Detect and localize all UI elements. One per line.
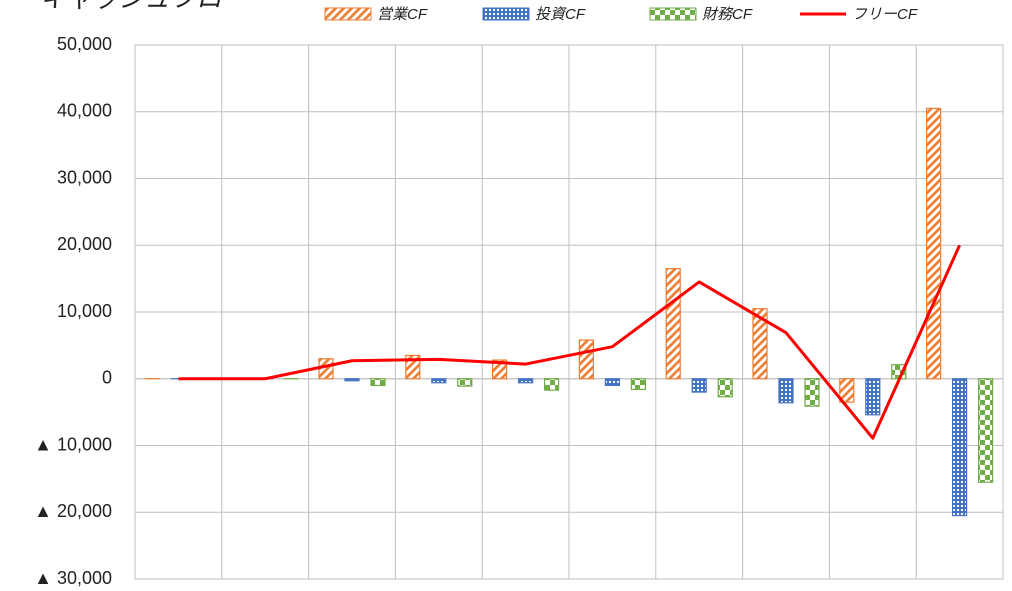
y-tick-label: 0 — [102, 368, 112, 388]
bar — [752, 308, 768, 380]
bar — [604, 378, 621, 387]
bar — [578, 339, 595, 380]
bar — [492, 359, 508, 380]
bar — [318, 358, 334, 380]
bar — [977, 378, 994, 483]
bar — [517, 378, 534, 384]
bar — [344, 378, 360, 382]
bar — [457, 378, 473, 387]
y-tick-label: 10,000 — [57, 301, 112, 321]
line — [178, 244, 961, 440]
bar — [865, 378, 881, 416]
bar — [951, 378, 968, 517]
chart-title: キャッシュフロー — [40, 0, 249, 13]
legend-swatch — [649, 7, 697, 21]
legend-label: 投資CF — [535, 6, 586, 23]
legend-swatch — [482, 7, 530, 21]
y-tick-label: 30,000 — [57, 167, 112, 187]
bar — [717, 378, 733, 398]
y-tick-label: 20,000 — [57, 234, 112, 254]
y-tick-label: 40,000 — [57, 101, 112, 121]
bar — [543, 378, 560, 391]
legend-label: 財務CF — [702, 6, 753, 23]
y-tick-label: ▲ 30,000 — [34, 568, 112, 588]
y-tick-label: ▲ 20,000 — [34, 501, 112, 521]
bar — [691, 378, 707, 393]
bar — [431, 378, 447, 384]
bar — [804, 378, 820, 407]
legend-swatch — [324, 7, 372, 21]
bar — [778, 378, 794, 404]
bar — [630, 378, 647, 391]
bar — [925, 107, 942, 380]
y-tick-label: 50,000 — [57, 34, 112, 54]
legend-label: 営業CF — [377, 6, 428, 23]
bar — [665, 268, 681, 380]
bar — [370, 378, 386, 387]
y-tick-label: ▲ 10,000 — [34, 434, 112, 454]
legend-label: フリーCF — [852, 6, 918, 23]
bar — [839, 378, 855, 403]
